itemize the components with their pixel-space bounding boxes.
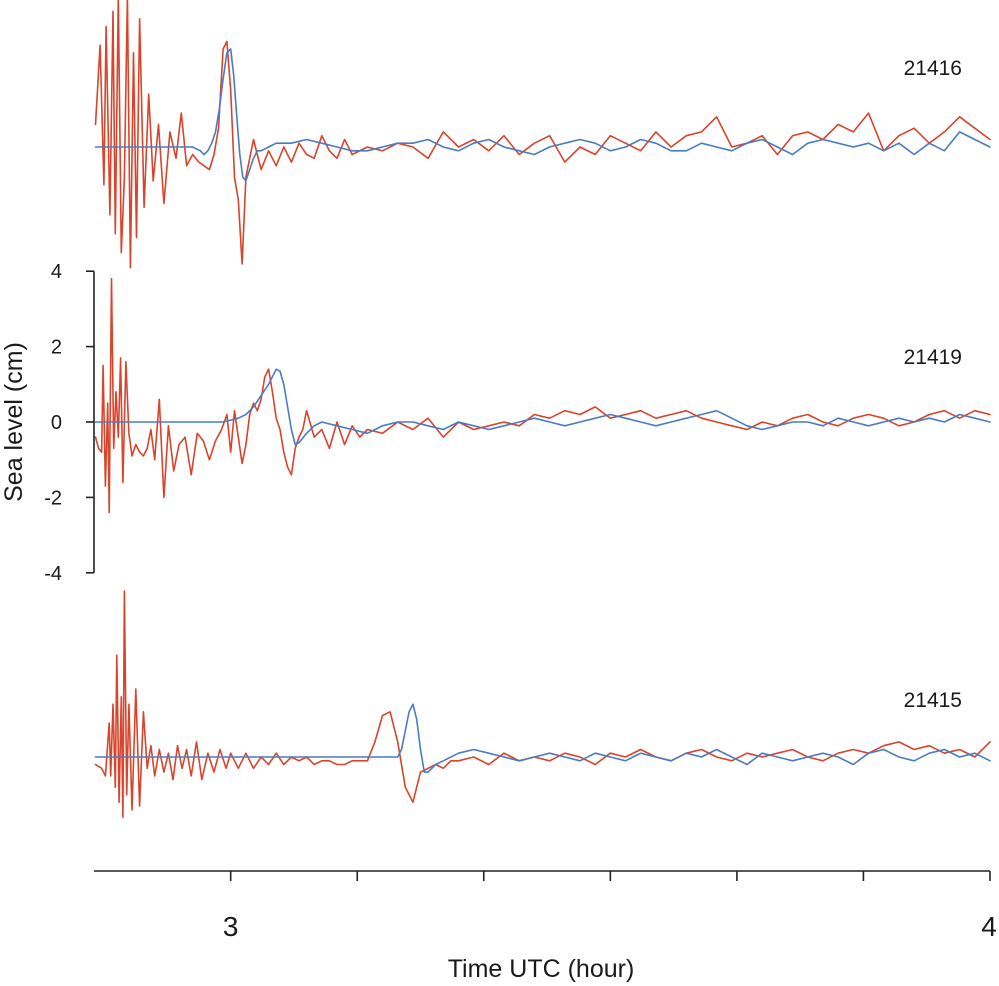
y-axis-title: Sea level (cm) [0,342,28,502]
panels-layer: 21416 21419 21415 [94,0,991,819]
x-axis-title: Time UTC (hour) [448,955,635,983]
y-tick-label: 4 [51,261,62,283]
series-line-model-21416 [94,48,991,182]
y-tick-label: 2 [51,337,62,359]
station-label: 21419 [904,346,962,369]
y-tick-label: -4 [44,563,62,585]
x-tick-label: 3 [223,911,239,942]
panel-21416: 21416 [94,0,991,269]
panel-21419: 21419 [94,277,991,514]
series-line-model-21419 [94,368,991,446]
series-line-model-21415 [94,703,991,773]
station-label: 21416 [904,57,962,80]
y-axis: 4 2 0 -2 -4 [44,261,95,585]
y-tick-label: -2 [44,487,62,509]
series-line-observed-21415 [94,590,991,819]
x-tick-label: 4 [981,911,997,942]
y-tick-label: 0 [51,412,62,434]
series-line-observed-21419 [94,277,991,514]
series-line-observed-21416 [94,0,991,269]
panel-21415: 21415 [94,590,991,819]
station-label: 21415 [904,689,962,712]
